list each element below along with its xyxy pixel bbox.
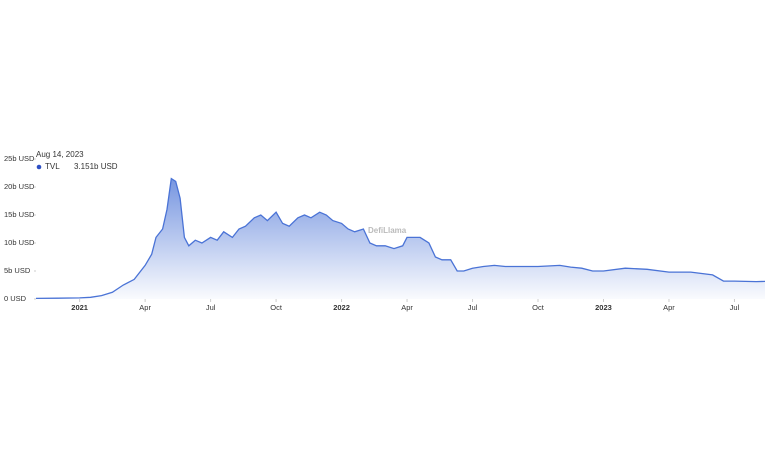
x-tick-label: Jul	[206, 303, 216, 312]
x-tick-label: Oct	[532, 303, 545, 312]
x-tick-label: 2023	[595, 303, 612, 312]
y-tick-label: 20b USD	[4, 182, 35, 191]
legend-name: TVL	[45, 162, 60, 171]
x-tick-label: Apr	[401, 303, 413, 312]
x-tick-label: Jul	[730, 303, 740, 312]
date-label: Aug 14, 2023	[36, 150, 84, 159]
x-tick-label: 2022	[333, 303, 350, 312]
y-tick-label: 15b USD	[4, 210, 35, 219]
legend-dot	[36, 164, 42, 170]
y-tick-label: 0 USD	[4, 294, 27, 303]
y-tick-label: 10b USD	[4, 238, 35, 247]
x-tick-label: Apr	[663, 303, 675, 312]
y-tick-label: 5b USD	[4, 266, 31, 275]
x-tick-label: Apr	[139, 303, 151, 312]
x-tick-label: Oct	[270, 303, 283, 312]
area-fill	[36, 178, 765, 299]
watermark: DefiLlama	[368, 226, 407, 235]
x-tick-label: 2021	[71, 303, 88, 312]
line	[35, 177, 766, 300]
x-tick-label: Jul	[468, 303, 478, 312]
y-tick-label: 25b USD	[4, 154, 35, 163]
legend-value: 3.151b USD	[74, 162, 118, 171]
